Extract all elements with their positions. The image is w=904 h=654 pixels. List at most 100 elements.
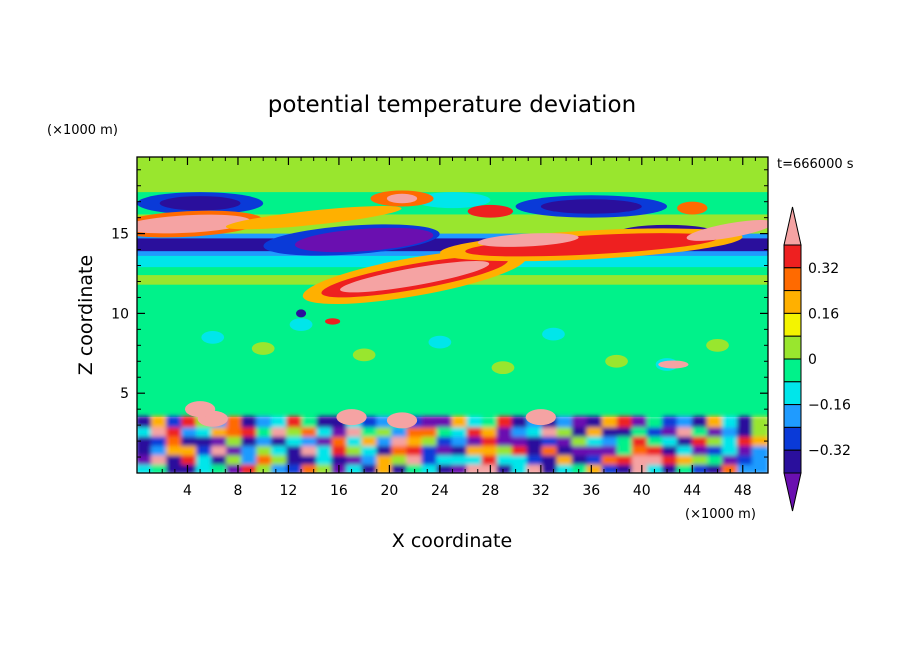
boundary-cell: [166, 462, 184, 473]
boundary-cell: [391, 444, 409, 456]
x-axis-label: X coordinate: [392, 530, 512, 552]
boundary-cell: [406, 453, 424, 465]
colorbar: 0.32 0.16 0 −0.16 −0.32: [783, 206, 851, 512]
boundary-cell: [601, 462, 619, 473]
boundary-cell: [316, 416, 334, 428]
boundary-cell: [421, 453, 439, 465]
boundary-cell: [301, 444, 319, 456]
boundary-cell: [256, 444, 274, 456]
field-purple-core: [294, 227, 434, 253]
boundary-cell: [361, 462, 379, 473]
field-speck: [325, 318, 341, 325]
colorbar-bottom-arrow: [783, 472, 802, 512]
colorbar-segment: [783, 426, 802, 451]
boundary-cell: [706, 416, 724, 428]
boundary-cell: [391, 425, 409, 437]
boundary-cell: [346, 425, 364, 437]
boundary-cell: [286, 444, 304, 456]
boundary-cell: [631, 444, 649, 456]
boundary-cell: [466, 416, 484, 428]
boundary-cell: [211, 434, 229, 447]
boundary-cell: [481, 416, 499, 428]
boundary-cell: [721, 416, 739, 428]
x-tick-label: 16: [330, 483, 348, 499]
boundary-cell: [346, 434, 364, 447]
y-tick-label: 5: [120, 386, 129, 402]
boundary-cell: [196, 425, 214, 437]
boundary-cell: [631, 453, 649, 465]
boundary-cell: [736, 444, 754, 456]
field-speck: [428, 335, 452, 349]
x-tick-label: 44: [683, 483, 701, 499]
boundary-cell: [646, 425, 664, 437]
boundary-cell: [586, 416, 604, 428]
boundary-cell: [181, 444, 199, 456]
boundary-cell: [706, 434, 724, 447]
boundary-cell: [331, 425, 349, 437]
boundary-cell: [271, 425, 289, 437]
boundary-cell: [616, 453, 634, 465]
boundary-cell: [631, 425, 649, 437]
boundary-cell: [541, 462, 559, 473]
boundary-cell: [286, 416, 304, 428]
colorbar-segment: [783, 244, 802, 269]
boundary-cell: [661, 444, 679, 456]
boundary-cell: [151, 444, 169, 456]
colorbar-tick-label: 0.16: [808, 306, 839, 322]
field-speck: [706, 338, 729, 352]
boundary-cell: [466, 444, 484, 456]
boundary-cell: [721, 444, 739, 456]
boundary-cell: [151, 462, 169, 473]
boundary-cell: [736, 425, 754, 437]
boundary-cell: [481, 425, 499, 437]
boundary-cell: [541, 444, 559, 456]
boundary-cell: [691, 416, 709, 428]
boundary-cell: [526, 453, 544, 465]
boundary-cell: [196, 453, 214, 465]
x-tick-label: 4: [183, 483, 192, 499]
colorbar-segment: [783, 290, 802, 314]
boundary-cell: [226, 425, 244, 437]
boundary-cell: [571, 453, 589, 465]
boundary-cell: [391, 462, 409, 473]
boundary-cell: [751, 425, 768, 437]
boundary-cell: [406, 425, 424, 437]
colorbar-tick-label: 0.32: [808, 261, 839, 277]
boundary-cell: [601, 416, 619, 428]
boundary-cell: [226, 453, 244, 465]
boundary-cell: [751, 444, 768, 456]
boundary-cell: [241, 425, 259, 437]
field-warm-spot-4: [677, 201, 708, 215]
colorbar-segment: [783, 404, 802, 428]
boundary-cell: [541, 425, 559, 437]
boundary-cell: [436, 453, 454, 465]
boundary-cell: [137, 453, 154, 465]
field-warm-spot-3: [467, 204, 514, 218]
boundary-cell: [316, 453, 334, 465]
boundary-cell: [301, 453, 319, 465]
boundary-cell: [151, 416, 169, 428]
boundary-cell: [691, 434, 709, 447]
y-tick-label: 10: [111, 306, 129, 322]
boundary-cell: [706, 425, 724, 437]
colorbar-segment: [783, 335, 802, 360]
boundary-cell: [631, 416, 649, 428]
boundary-cell: [751, 453, 768, 465]
boundary-cell: [526, 444, 544, 456]
boundary-cell: [736, 453, 754, 465]
boundary-cell: [421, 434, 439, 447]
boundary-cell: [361, 453, 379, 465]
boundary-cell: [496, 434, 514, 447]
boundary-cell: [271, 462, 289, 473]
boundary-cell: [691, 462, 709, 473]
boundary-cell: [346, 462, 364, 473]
boundary-cell: [331, 462, 349, 473]
boundary-cell: [556, 434, 574, 447]
boundary-cell: [646, 453, 664, 465]
boundary-cell: [436, 462, 454, 473]
boundary-cell: [631, 462, 649, 473]
boundary-cell: [196, 434, 214, 447]
colorbar-tick-label: −0.32: [808, 443, 851, 459]
boundary-cell: [211, 444, 229, 456]
boundary-cell: [616, 462, 634, 473]
